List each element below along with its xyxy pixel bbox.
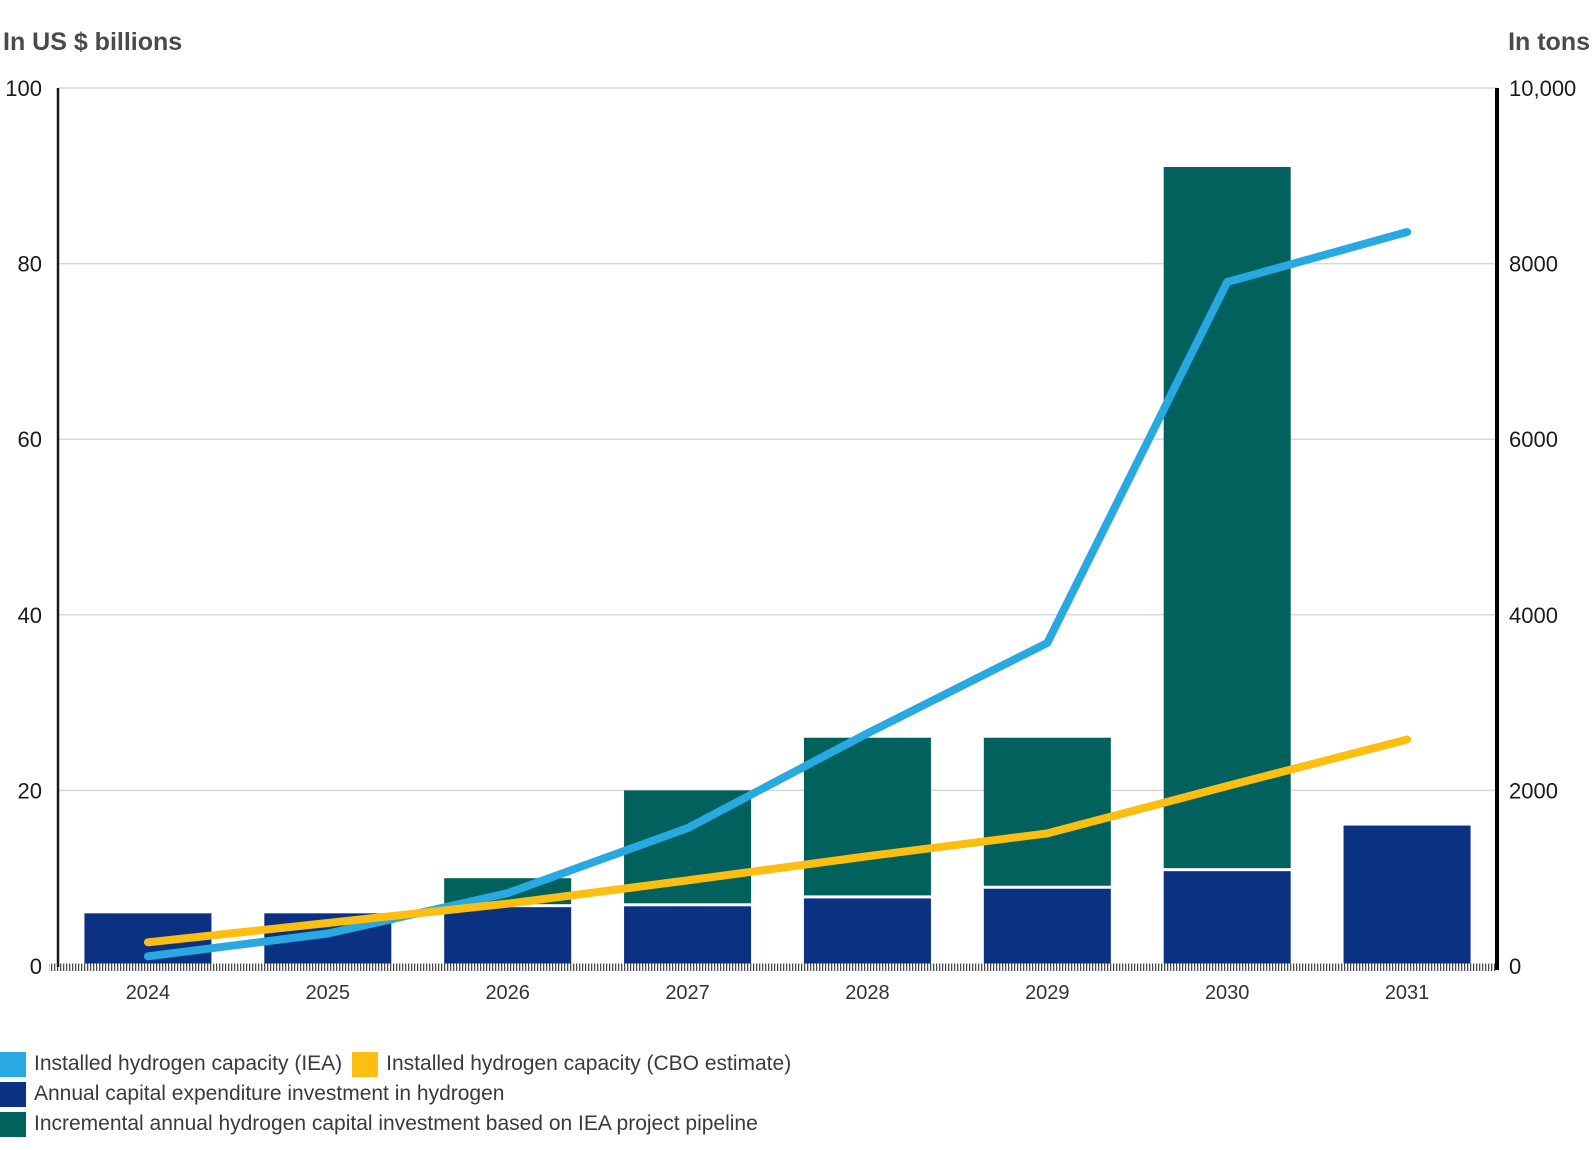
bar-incremental-2028 xyxy=(803,737,931,896)
legend: Installed hydrogen capacity (IEA) Instal… xyxy=(0,1049,801,1139)
legend-row-3: Incremental annual hydrogen capital inve… xyxy=(0,1109,801,1139)
left-tick-label-0: 0 xyxy=(30,954,42,979)
hydrogen-combo-chart: 0 20 40 60 80 100 0 2000 4000 6000 8000 10,000 2024 2… xyxy=(5,76,1576,1004)
legend-row-1: Installed hydrogen capacity (IEA) Instal… xyxy=(0,1049,801,1079)
bar-incremental-2029 xyxy=(983,737,1111,886)
legend-label-capex: Annual capital expenditure investment in… xyxy=(34,1082,505,1105)
left-tick-label-100: 100 xyxy=(5,76,42,101)
right-tick-label-2000: 2000 xyxy=(1509,778,1558,803)
left-tick-label-80: 80 xyxy=(18,252,42,277)
category-label-2025: 2025 xyxy=(306,982,351,1004)
bar-capex-2026 xyxy=(444,907,572,964)
legend-label-cbo-capacity: Installed hydrogen capacity (CBO estimat… xyxy=(386,1052,792,1075)
right-tick-label-8000: 8000 xyxy=(1509,252,1558,277)
left-tick-label-40: 40 xyxy=(18,603,42,628)
legend-label-incremental: Incremental annual hydrogen capital inve… xyxy=(34,1112,758,1135)
category-label-2030: 2030 xyxy=(1205,982,1250,1004)
category-label-2031: 2031 xyxy=(1385,982,1430,1004)
right-tick-label-0: 0 xyxy=(1509,954,1521,979)
bar-capex-2029 xyxy=(983,888,1111,964)
legend-item-cbo-capacity: Installed hydrogen capacity (CBO estimat… xyxy=(352,1051,792,1077)
category-label-2029: 2029 xyxy=(1025,982,1070,1004)
x-axis-baseline xyxy=(49,963,1497,971)
bar-capex-2027 xyxy=(624,906,752,964)
line-iea-capacity xyxy=(143,227,1412,961)
right-tick-label-10000: 10,000 xyxy=(1509,76,1576,101)
line-cbo-capacity xyxy=(143,735,1412,947)
left-axis-title: In US $ billions xyxy=(3,28,183,56)
legend-swatch-capex xyxy=(0,1081,26,1107)
legend-item-incremental: Incremental annual hydrogen capital inve… xyxy=(0,1111,758,1137)
legend-row-2: Annual capital expenditure investment in… xyxy=(0,1079,801,1109)
right-tick-label-4000: 4000 xyxy=(1509,603,1558,628)
bar-capex-2028 xyxy=(803,898,931,964)
right-axis-title: In tons xyxy=(1508,28,1590,56)
category-label-2026: 2026 xyxy=(485,982,530,1004)
legend-swatch-cbo-capacity xyxy=(352,1051,379,1077)
legend-swatch-incremental xyxy=(0,1111,26,1137)
category-label-2028: 2028 xyxy=(845,982,890,1004)
legend-item-iea-capacity: Installed hydrogen capacity (IEA) xyxy=(0,1051,343,1077)
category-label-2024: 2024 xyxy=(126,982,171,1004)
bar-capex-2031 xyxy=(1343,825,1471,964)
category-label-2027: 2027 xyxy=(665,982,710,1004)
legend-item-capex: Annual capital expenditure investment in… xyxy=(0,1081,505,1107)
left-tick-label-20: 20 xyxy=(18,778,42,803)
legend-label-iea-capacity: Installed hydrogen capacity (IEA) xyxy=(34,1052,343,1075)
left-tick-label-60: 60 xyxy=(18,427,42,452)
right-tick-label-6000: 6000 xyxy=(1509,427,1558,452)
legend-swatch-iea-capacity xyxy=(0,1051,26,1077)
bar-capex-2030 xyxy=(1163,871,1291,964)
